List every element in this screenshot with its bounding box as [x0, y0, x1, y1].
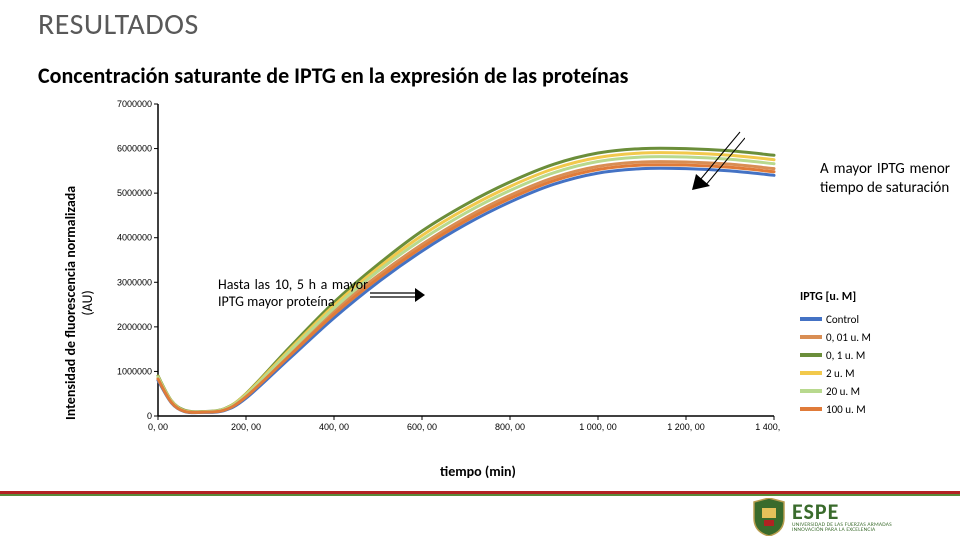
legend-item: 20 u. M [800, 382, 871, 400]
shield-icon [752, 498, 786, 536]
logo-text-main: ESPE [792, 501, 892, 523]
legend-swatch [800, 389, 822, 393]
page-title: RESULTADOS [38, 6, 199, 43]
legend-swatch [800, 317, 822, 321]
subtitle: Concentración saturante de IPTG en la ex… [38, 62, 628, 89]
legend-item: 0, 01 u. M [800, 328, 871, 346]
legend-label: 20 u. M [826, 385, 860, 398]
svg-text:1 200, 00: 1 200, 00 [667, 422, 705, 432]
legend: IPTG [u. M] Control 0, 01 u. M 0, 1 u. M 2 … [800, 290, 871, 418]
svg-text:3000000: 3000000 [117, 277, 152, 287]
legend-label: 100 u. M [826, 403, 866, 416]
svg-text:6000000: 6000000 [117, 144, 152, 154]
legend-label: 0, 01 u. M [826, 331, 871, 344]
svg-text:1000000: 1000000 [117, 366, 152, 376]
logo-text-sub2: INNOVACIÓN PARA LA EXCELENCIA [792, 528, 892, 534]
legend-label: 2 u. M [826, 367, 855, 380]
svg-text:0: 0 [147, 411, 152, 421]
svg-text:2000000: 2000000 [117, 322, 152, 332]
legend-label: 0, 1 u. M [826, 349, 865, 362]
legend-item: 100 u. M [800, 400, 871, 418]
x-axis-label: tiempo (min) [440, 463, 516, 480]
svg-text:800, 00: 800, 00 [495, 422, 525, 432]
legend-item: 2 u. M [800, 364, 871, 382]
y-axis-label-main: Intensidad de fluorescencia normalizada [62, 186, 79, 420]
chart-svg: 0 1000000 2000000 3000000 4000000 5000000 6000… [110, 100, 780, 440]
svg-text:1 400, 00: 1 400, 00 [755, 422, 780, 432]
legend-title: IPTG [u. M] [800, 290, 871, 304]
y-axis-label: Intensidad de fluorescencia normalizada … [62, 186, 96, 420]
annotation-left: Hasta las 10, 5 h a mayor IPTG mayor pro… [218, 277, 368, 311]
slide: RESULTADOS Concentración saturante de IP… [0, 0, 960, 540]
svg-text:400, 00: 400, 00 [319, 422, 349, 432]
arrow-diagonal-icon [690, 130, 745, 190]
svg-text:5000000: 5000000 [117, 188, 152, 198]
legend-swatch [800, 407, 822, 411]
legend-item: 0, 1 u. M [800, 346, 871, 364]
legend-swatch [800, 353, 822, 357]
legend-label: Control [826, 313, 859, 326]
y-axis-label-sub: (AU) [79, 186, 96, 420]
line-chart: 0 1000000 2000000 3000000 4000000 5000000 6000… [110, 100, 780, 440]
legend-swatch [800, 371, 822, 375]
svg-text:0, 00: 0, 00 [148, 422, 168, 432]
annotation-right: A mayor IPTG menor tiempo de saturación [820, 160, 950, 198]
svg-text:7000000: 7000000 [117, 100, 152, 109]
espe-logo: ESPE UNIVERSIDAD DE LAS FUERZAS ARMADAS … [752, 496, 932, 538]
svg-text:4000000: 4000000 [117, 233, 152, 243]
svg-text:200, 00: 200, 00 [231, 422, 261, 432]
svg-text:600, 00: 600, 00 [407, 422, 437, 432]
legend-item: Control [800, 310, 871, 328]
arrow-right-icon [370, 288, 425, 302]
legend-swatch [800, 335, 822, 339]
svg-text:1 000, 00: 1 000, 00 [579, 422, 617, 432]
